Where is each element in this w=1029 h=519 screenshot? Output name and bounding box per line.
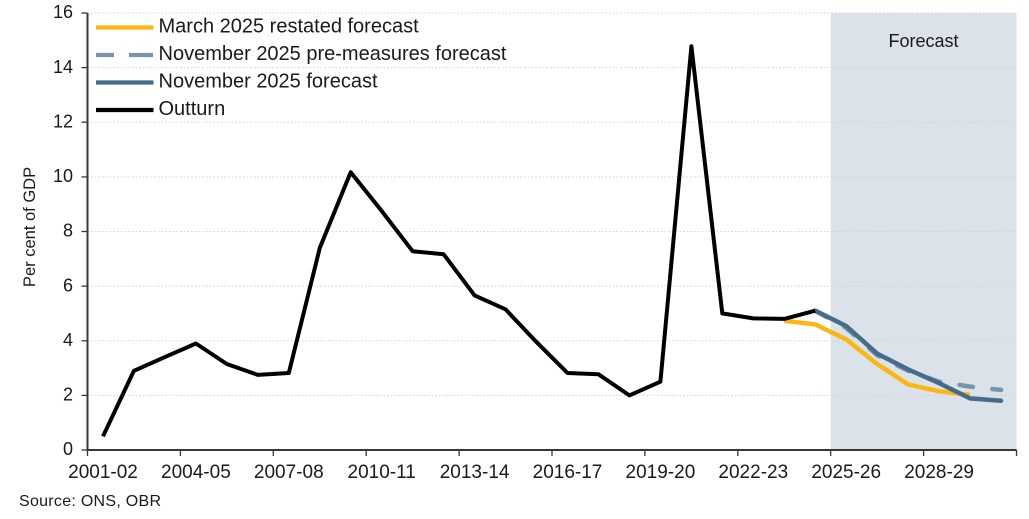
svg-text:8: 8 bbox=[63, 221, 73, 241]
svg-text:2013-14: 2013-14 bbox=[440, 462, 510, 483]
svg-text:2025-26: 2025-26 bbox=[811, 462, 881, 483]
svg-text:6: 6 bbox=[63, 275, 73, 295]
svg-text:2028-29: 2028-29 bbox=[904, 462, 974, 483]
svg-text:14: 14 bbox=[53, 57, 73, 77]
svg-text:November 2025 pre-measures for: November 2025 pre-measures forecast bbox=[159, 43, 507, 65]
svg-text:4: 4 bbox=[63, 330, 73, 350]
svg-text:2: 2 bbox=[63, 385, 73, 405]
svg-text:2016-17: 2016-17 bbox=[533, 462, 603, 483]
svg-text:Forecast: Forecast bbox=[888, 31, 958, 51]
svg-text:November 2025 forecast: November 2025 forecast bbox=[159, 71, 378, 93]
svg-text:2004-05: 2004-05 bbox=[161, 462, 231, 483]
svg-text:12: 12 bbox=[53, 111, 73, 131]
svg-text:10: 10 bbox=[53, 166, 73, 186]
svg-text:Per cent of GDP: Per cent of GDP bbox=[21, 167, 39, 287]
svg-text:Source: ONS, OBR: Source: ONS, OBR bbox=[19, 493, 161, 510]
svg-text:2022-23: 2022-23 bbox=[718, 462, 788, 483]
svg-text:Outturn: Outturn bbox=[159, 98, 226, 120]
svg-text:March 2025 restated forecast: March 2025 restated forecast bbox=[159, 16, 420, 38]
svg-text:2007-08: 2007-08 bbox=[254, 462, 324, 483]
svg-text:2019-20: 2019-20 bbox=[626, 462, 696, 483]
svg-text:16: 16 bbox=[53, 2, 73, 22]
svg-text:2010-11: 2010-11 bbox=[348, 462, 416, 483]
svg-text:0: 0 bbox=[63, 439, 73, 459]
svg-text:2001-02: 2001-02 bbox=[68, 462, 138, 483]
